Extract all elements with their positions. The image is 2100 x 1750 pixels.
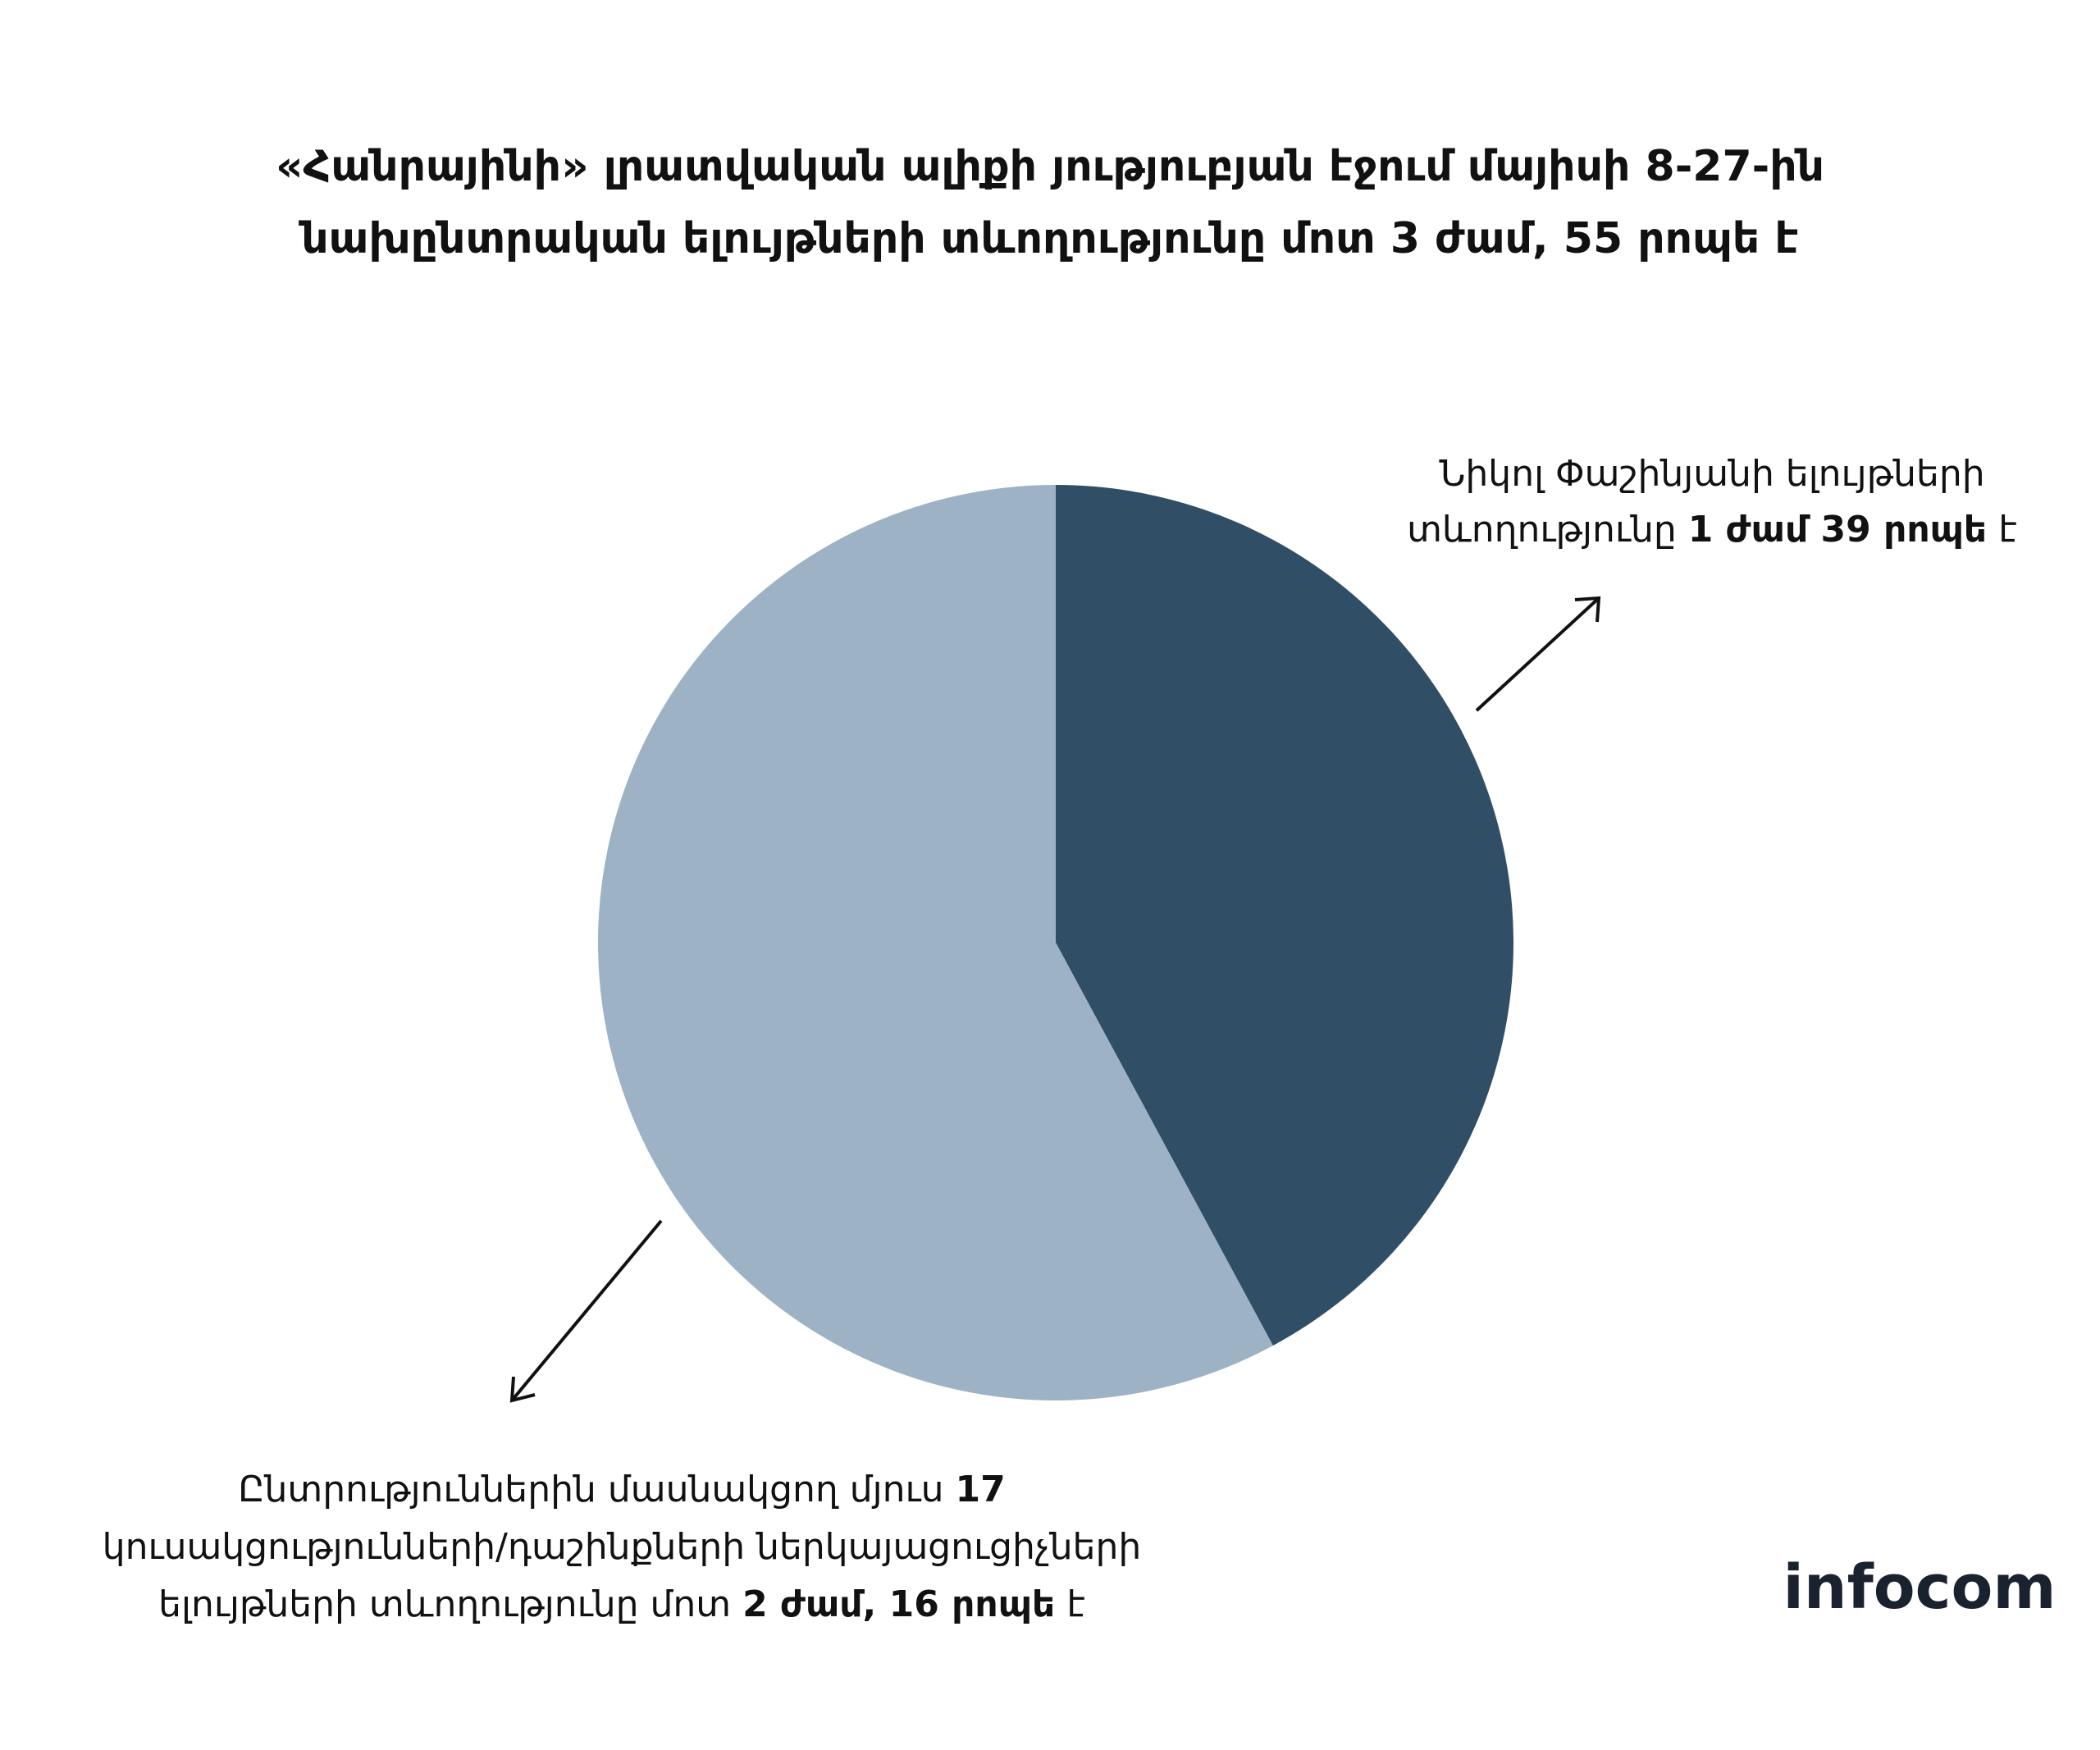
annotation: ելույթների տևողությունը մոտ [158, 1583, 731, 1625]
pie-slice [1056, 485, 1514, 1346]
value-label: 2 ժամ, 16 րոպե [742, 1583, 1055, 1625]
annotation: տևողությունը 1 ժամ 39 րոպե է [1407, 509, 2017, 551]
annotation: է [1998, 509, 2017, 551]
annotation: Ընտրություններին մասնակցող մյուս [238, 1469, 943, 1510]
pie-slice [598, 485, 1273, 1400]
chart-title: «Հանրայինի» լրատվական ալիքի յություբյան … [276, 142, 1824, 191]
arrows [509, 596, 1601, 1403]
value-label: 1 ժամ 39 րոպե [1688, 509, 1987, 551]
annotation: 17 [955, 1469, 1005, 1510]
arrow [1475, 596, 1600, 712]
arrow-head [509, 1376, 536, 1403]
annotation: կուսակցությունների/դաշինքների ներկայացու… [103, 1526, 1142, 1568]
annotation: տևողությունը [1407, 509, 1677, 551]
pie [598, 485, 1514, 1400]
chart-title: նախընտրական ելույթների տևողությունը մոտ … [298, 214, 1798, 263]
annotation: Ընտրություններին մասնակցող մյուս 17 [238, 1469, 1005, 1510]
arrow [510, 1219, 663, 1402]
annotation: Նիկոլ Փաշինյանի ելույթների [1439, 453, 1984, 495]
annotation: ելույթների տևողությունը մոտ 2 ժամ, 16 րո… [158, 1583, 1085, 1625]
logo: infocom [1783, 1552, 2057, 1623]
arrow-head [1574, 596, 1601, 623]
annotation: է [1066, 1583, 1085, 1625]
